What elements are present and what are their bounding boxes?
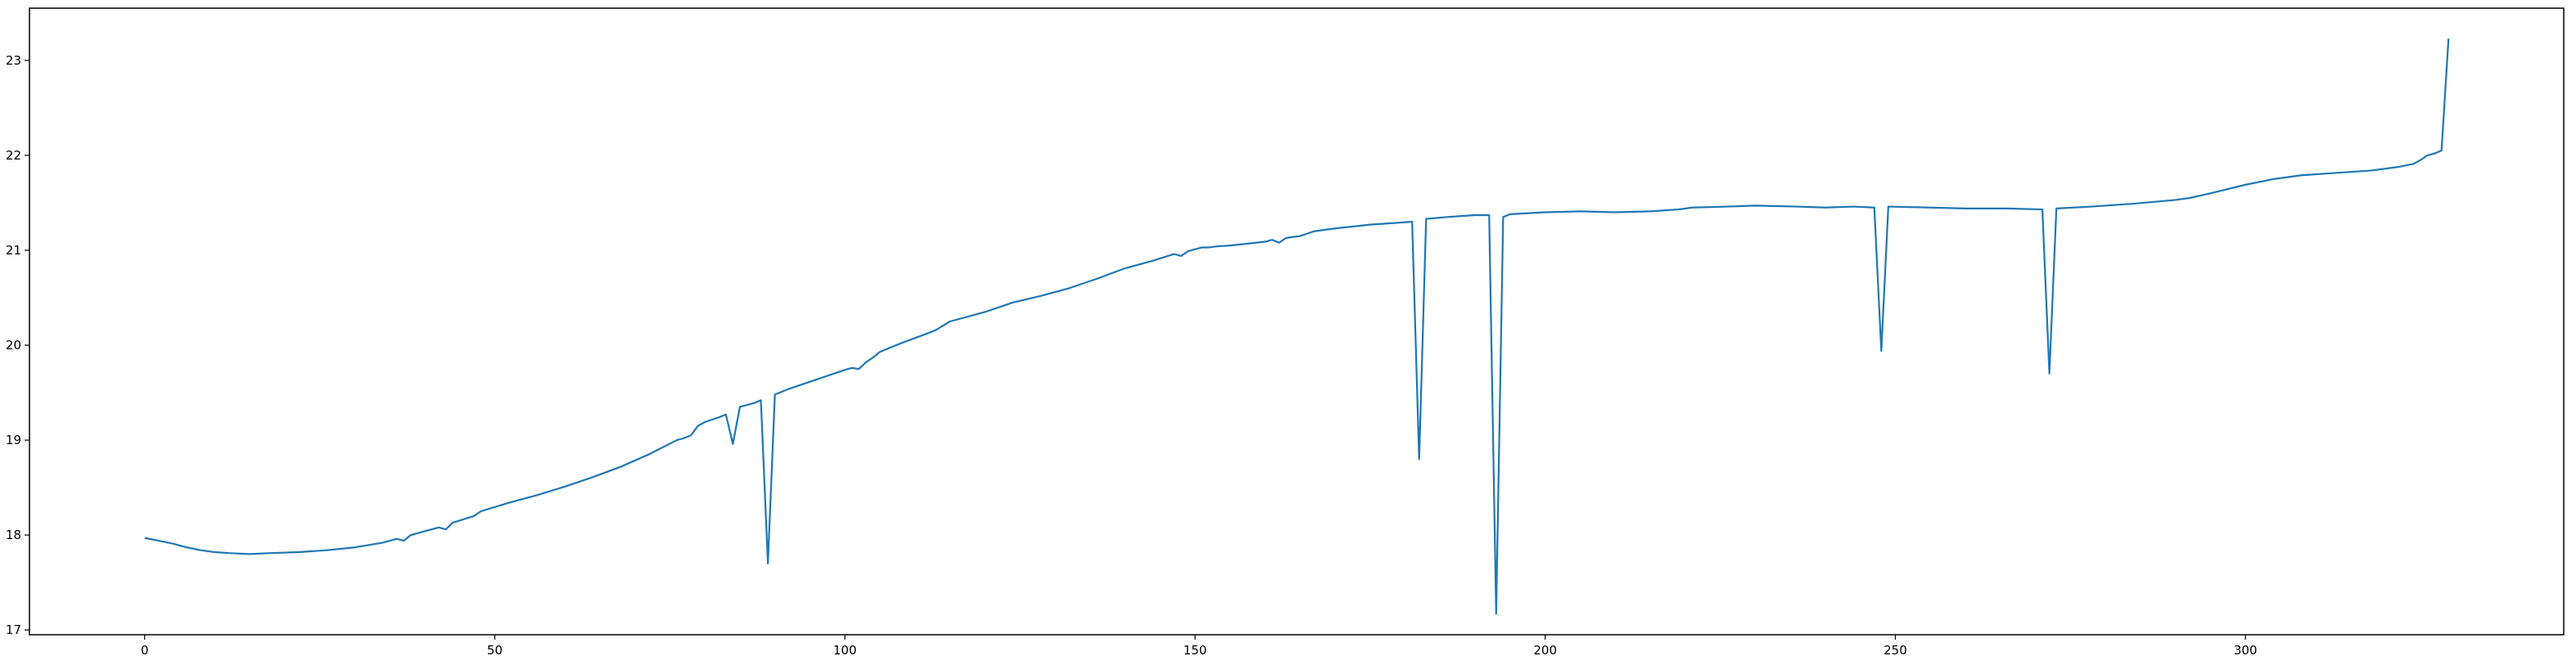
y-tick-label: 20 [6,338,21,353]
plot-frame [29,7,2565,636]
x-tick-label: 300 [2234,643,2258,658]
x-tick-label: 50 [487,643,503,658]
series-line-1 [144,38,2450,615]
x-tick-label: 100 [833,643,857,658]
x-tick-label: 200 [1533,643,1557,658]
y-tick-label: 21 [6,243,21,258]
plot-area [29,8,2564,635]
axes-layer: 0 50 100 150 200 250 300 17 18 19 20 21 22 23 [6,53,2258,658]
y-tick-label: 22 [6,148,21,163]
x-tick-label: 250 [1884,643,1907,658]
y-tick-label: 17 [6,622,21,637]
x-tick-label: 150 [1184,643,1207,658]
y-tick-label: 18 [6,528,21,542]
x-tick-label: 0 [141,643,149,658]
series-layer [144,38,2450,615]
y-tick-label: 19 [6,433,21,447]
y-tick-label: 23 [6,53,21,68]
